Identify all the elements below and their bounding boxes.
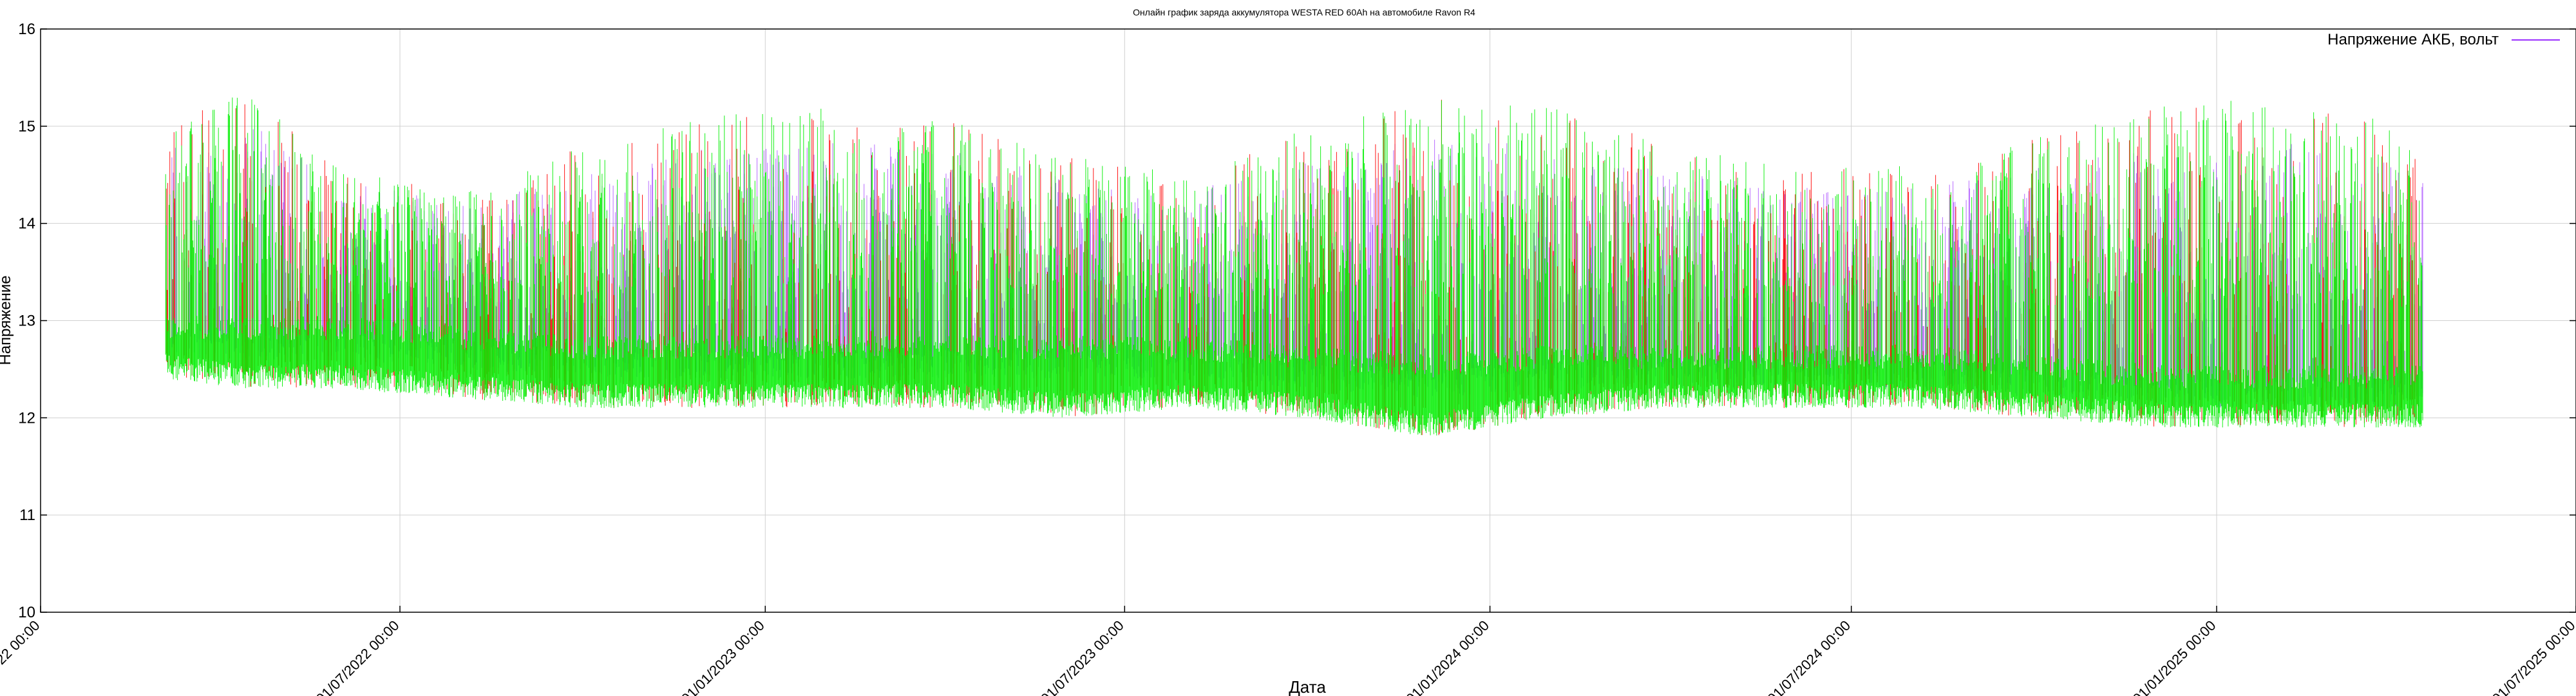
x-tick-label: 01/07/2024 00:00 — [1764, 617, 1853, 696]
x-tick-label: 01/01/2023 00:00 — [678, 617, 768, 696]
y-axis-label: Напряжение — [0, 275, 14, 365]
series-line-3 — [165, 97, 2423, 436]
chart-title: Онлайн график заряда аккумулятора WESTA … — [1133, 7, 1475, 17]
y-tick-label: 10 — [18, 604, 35, 621]
series-lines — [165, 97, 2423, 436]
x-tick-label: 01/07/2025 00:00 — [2489, 617, 2576, 696]
legend: Напряжение АКБ, вольт — [2327, 31, 2560, 48]
y-tick-label: 15 — [18, 118, 35, 135]
x-tick-label: 01/07/2023 00:00 — [1037, 617, 1127, 696]
y-tick-label: 11 — [19, 507, 35, 524]
y-tick-label: 12 — [18, 409, 35, 427]
y-tick-label: 14 — [18, 215, 35, 233]
x-tick-label: 01/07/2022 00:00 — [313, 617, 402, 696]
x-axis-label: Дата — [1289, 677, 1326, 696]
x-tick-label: 01/01/2022 00:00 — [0, 617, 43, 696]
x-axis-ticks: 01/01/2022 00:00 01/07/2022 00:00 01/01/20… — [0, 606, 2576, 696]
legend-label: Напряжение АКБ, вольт — [2327, 31, 2499, 48]
y-tick-label: 16 — [18, 21, 35, 38]
y-axis-ticks: 10 11 12 13 14 15 16 — [18, 21, 2576, 621]
x-tick-label: 01/01/2025 00:00 — [2130, 617, 2219, 696]
y-tick-label: 13 — [18, 313, 35, 330]
x-tick-label: 01/01/2024 00:00 — [1403, 617, 1492, 696]
